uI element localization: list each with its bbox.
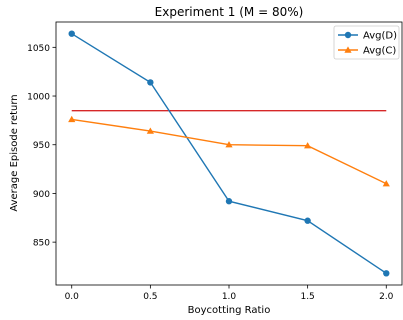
x-tick-label: 0.0 [65, 292, 80, 302]
x-axis-label: Boycotting Ratio [188, 305, 271, 316]
y-axis-label: Average Episode return [9, 94, 20, 211]
data-point [382, 180, 390, 187]
legend-marker [344, 46, 352, 53]
data-point [68, 30, 75, 37]
data-point [68, 115, 76, 123]
y-tick-label: 1050 [27, 44, 50, 54]
y-tick-label: 850 [33, 239, 50, 249]
data-point [304, 217, 311, 224]
data-point [383, 270, 390, 277]
data-point [147, 79, 154, 86]
plot-area: 0.0 0.5 1.0 1.5 2.0 850 900 950 1000 1050 Avg(D) Av… [27, 21, 403, 302]
legend-marker [344, 31, 352, 39]
data-point [225, 141, 233, 148]
data-point [304, 142, 312, 149]
legend-label: Avg(D) [363, 31, 397, 42]
x-tick-label: 2.0 [379, 292, 394, 302]
y-tick-label: 900 [33, 190, 50, 200]
y-tick-label: 950 [33, 141, 50, 151]
data-point [225, 198, 233, 205]
x-tick-label: 0.5 [143, 292, 157, 302]
x-tick-label: 1.0 [222, 292, 237, 302]
legend-label: Avg(C) [363, 46, 396, 57]
chart-title: Experiment 1 (M = 80%) [155, 5, 304, 19]
data-point [146, 127, 154, 134]
x-tick-label: 1.5 [300, 292, 314, 302]
y-tick-label: 1000 [27, 93, 50, 103]
